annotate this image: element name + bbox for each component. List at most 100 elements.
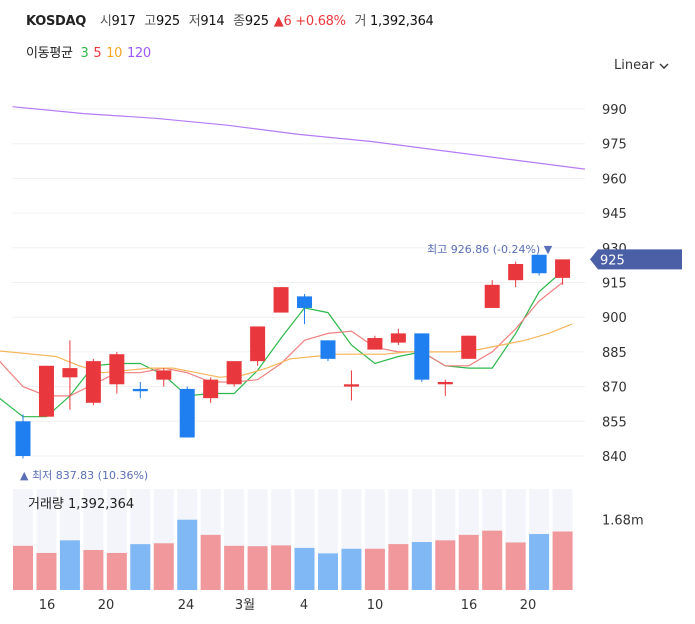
volume-bar	[106, 552, 127, 590]
candle	[62, 340, 78, 410]
low-value: 914	[200, 14, 225, 29]
candle	[250, 326, 266, 366]
candle	[132, 381, 148, 399]
y-tick-label: 945	[602, 207, 627, 222]
volume-bar	[411, 542, 432, 590]
volume-bar	[271, 545, 292, 590]
candle-body	[367, 338, 383, 350]
x-tick-label: 3월	[235, 598, 255, 613]
candle	[273, 287, 289, 313]
candle	[437, 379, 453, 396]
candle-body	[179, 388, 195, 438]
candle-body	[38, 365, 54, 417]
ma-5-legend[interactable]: 5	[93, 46, 102, 61]
high-value: 925	[155, 14, 180, 29]
volume-bar	[529, 534, 550, 590]
y-tick-label: 900	[602, 311, 627, 326]
y-tick-label: 975	[602, 138, 627, 153]
candle-body	[156, 370, 172, 380]
close-label: 종	[233, 14, 245, 29]
candle-body	[85, 361, 101, 403]
open-label: 시	[99, 14, 112, 29]
volume-bar	[552, 531, 573, 590]
x-tick-label: 20	[520, 598, 537, 613]
volume-bar	[247, 546, 268, 590]
low-label: 저	[188, 14, 201, 29]
candle-body	[437, 381, 453, 385]
ma120-line	[12, 106, 585, 170]
candle	[390, 328, 406, 345]
price-header: KOSDAQ 시917 고925 저914 종925 ▲6 +0.68% 거 1,…	[26, 10, 439, 29]
y-tick-label: 915	[602, 277, 627, 292]
volume-bar	[153, 543, 174, 590]
volume-bar	[200, 534, 221, 590]
volume-value: 1,392,364	[370, 14, 434, 29]
candle-body	[132, 388, 148, 392]
volume-bar	[505, 542, 526, 590]
low-annotation: ▲ 최저 837.83 (10.36%)	[20, 469, 148, 482]
ma-legend-label: 이동평균	[26, 46, 73, 61]
volume-bar	[341, 548, 362, 590]
x-tick-label: 16	[39, 598, 56, 613]
candle-body	[484, 284, 500, 308]
candle-body	[390, 333, 406, 343]
volume-bar	[13, 545, 33, 590]
candle-body	[226, 361, 242, 385]
y-tick-label: 855	[602, 415, 627, 430]
y-tick-label: 990	[602, 103, 627, 118]
scale-selector[interactable]: Linear	[614, 58, 670, 73]
candle	[461, 335, 477, 359]
candle	[109, 351, 125, 394]
candle	[203, 377, 219, 403]
ma-120-legend[interactable]: 120	[126, 46, 151, 61]
candle-body	[320, 340, 336, 359]
y-tick-label: 885	[602, 346, 627, 361]
y-tick-label: 870	[602, 381, 627, 396]
candle-body	[109, 354, 125, 385]
candle-body	[297, 296, 313, 308]
close-value: 925	[244, 14, 269, 29]
candle-body	[62, 368, 78, 378]
candle-body	[273, 287, 289, 313]
candle-body	[343, 384, 359, 387]
candle-body	[15, 421, 31, 456]
ma-3-legend[interactable]: 3	[80, 46, 89, 61]
volume-bar	[36, 552, 57, 590]
candle	[320, 340, 336, 362]
candle-body	[203, 379, 219, 399]
change-arrow-icon: ▲	[273, 14, 284, 29]
candle	[38, 365, 54, 417]
candle	[484, 280, 500, 308]
ma-10-legend[interactable]: 10	[106, 46, 123, 61]
candle	[15, 414, 31, 459]
change-percent: +0.68%	[295, 14, 346, 29]
volume-bar	[435, 540, 456, 590]
x-tick-label: 4	[300, 598, 308, 613]
candle	[156, 368, 172, 387]
volume-bar	[294, 547, 315, 590]
open-value: 917	[111, 14, 136, 29]
candle-body	[250, 326, 266, 362]
volume-bar	[364, 548, 385, 590]
candle-body	[531, 254, 547, 274]
volume-bar	[482, 530, 503, 590]
volume-bar	[388, 544, 409, 590]
candle	[531, 254, 547, 276]
volume-bar	[130, 544, 151, 590]
last-price-label: 925	[600, 253, 625, 268]
candle	[226, 361, 242, 387]
volume-label: 거	[354, 14, 367, 29]
candle	[367, 335, 383, 350]
volume-bar	[317, 553, 338, 590]
moving-average-legend: 이동평균 3 5 10 120	[26, 42, 155, 61]
candle-body	[414, 333, 430, 380]
x-tick-label: 20	[98, 598, 115, 613]
volume-bar	[83, 550, 104, 590]
candle-body	[461, 335, 477, 359]
volume-bar	[458, 534, 479, 590]
candle-body	[508, 263, 524, 281]
candle	[297, 294, 313, 325]
candle	[343, 370, 359, 401]
y-tick-label: 960	[602, 172, 627, 187]
